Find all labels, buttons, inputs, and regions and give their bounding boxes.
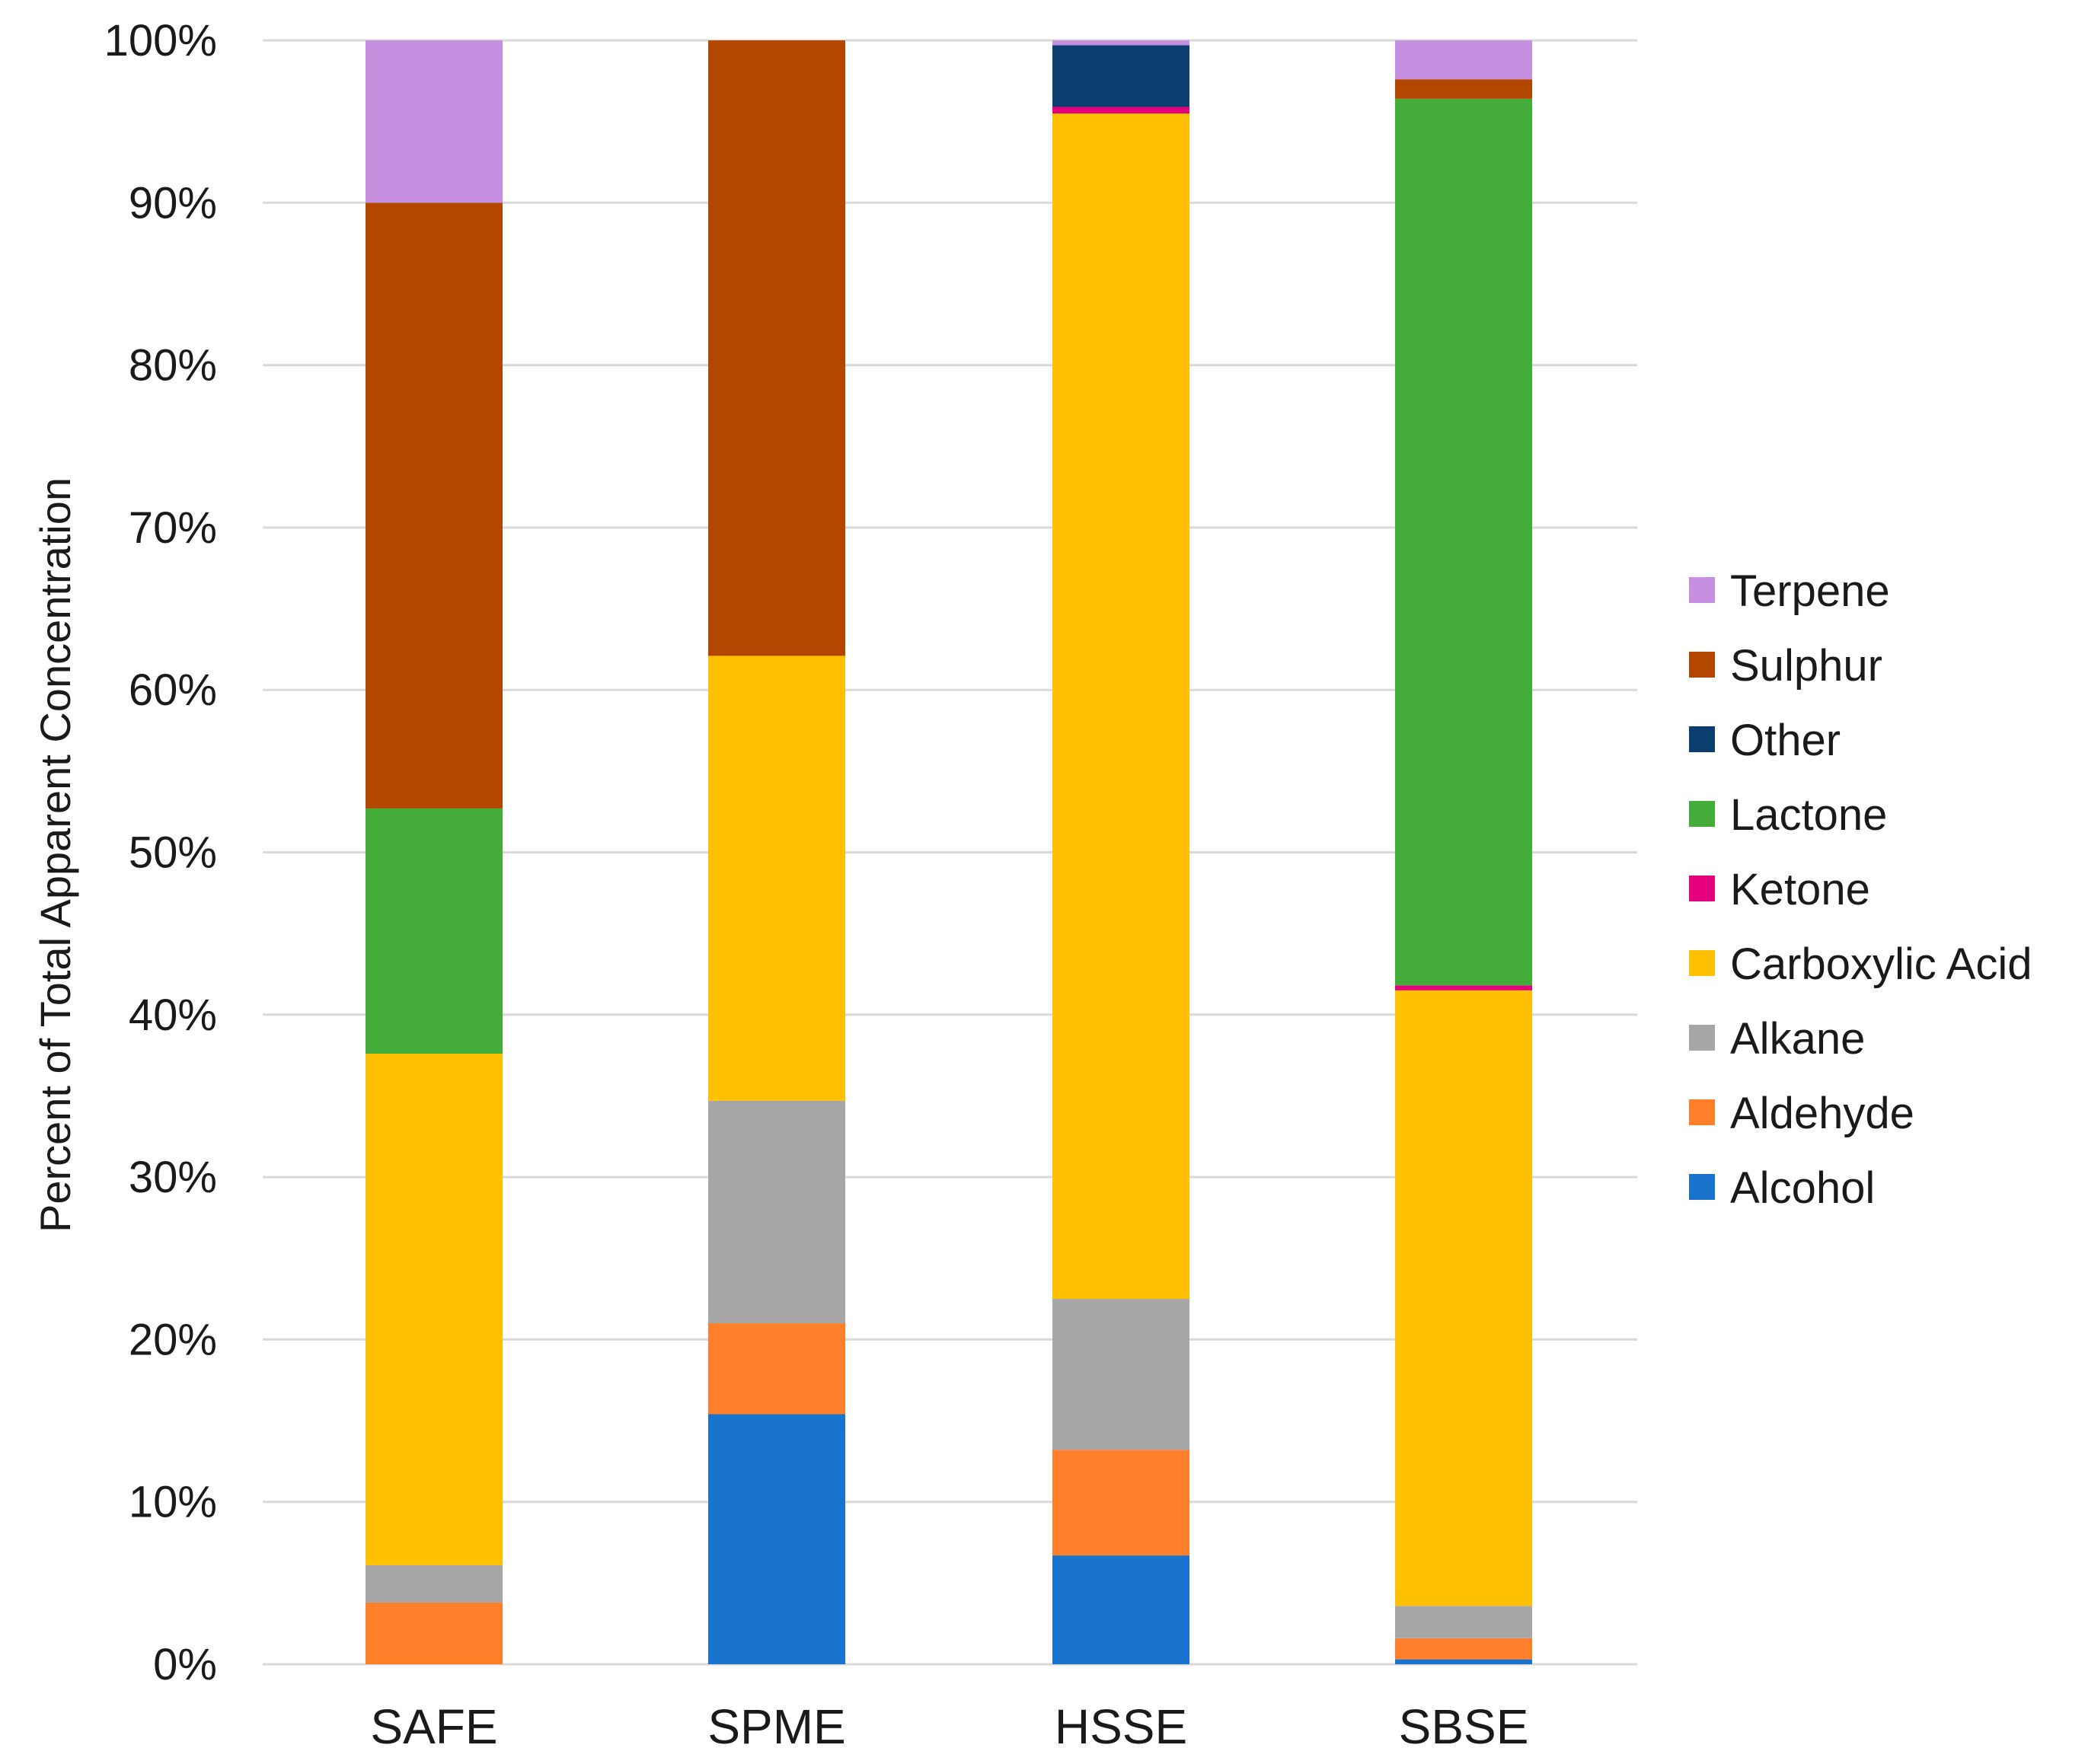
legend-swatch xyxy=(1689,1099,1715,1125)
legend-swatch xyxy=(1689,1174,1715,1200)
y-tick-label: 80% xyxy=(129,341,217,391)
bar-segment-sbse-carboxylic-acid xyxy=(1395,990,1532,1606)
bar-segment-hsse-ketone xyxy=(1052,107,1189,113)
legend-swatch xyxy=(1689,950,1715,976)
legend-label: Carboxylic Acid xyxy=(1730,939,2032,989)
bar-segment-safe-carboxylic-acid xyxy=(366,1053,503,1565)
bar-segment-sbse-aldehyde xyxy=(1395,1638,1532,1660)
bar-segment-spme-sulphur xyxy=(708,40,845,656)
bar-segment-spme-aldehyde xyxy=(708,1323,845,1415)
bar-segment-hsse-alkane xyxy=(1052,1299,1189,1450)
y-tick-label: 50% xyxy=(129,828,217,878)
legend-label: Alcohol xyxy=(1730,1163,1875,1213)
legend-label: Lactone xyxy=(1730,790,1887,840)
y-tick-label: 30% xyxy=(129,1153,217,1202)
bar-stack-sbse xyxy=(1395,40,1532,1664)
legend-swatch xyxy=(1689,876,1715,901)
legend-item-aldehyde: Aldehyde xyxy=(1689,1089,1914,1138)
bar-stack-hsse xyxy=(1052,40,1189,1664)
x-category-label-spme: SPME xyxy=(707,1699,845,1754)
bar-segment-safe-sulphur xyxy=(366,203,503,809)
legend: Terpene Sulphur Other Lactone Ketone Carboxyl… xyxy=(1689,566,2032,1213)
legend-label: Aldehyde xyxy=(1730,1089,1914,1138)
x-category-label-hsse: HSSE xyxy=(1055,1699,1187,1754)
y-tick-label: 100% xyxy=(104,16,217,65)
x-category-label-safe: SAFE xyxy=(370,1699,497,1754)
bar-segment-safe-aldehyde xyxy=(366,1602,503,1664)
bar-segment-sbse-lactone xyxy=(1395,98,1532,986)
y-axis-tick-labels: 0% 10% 20% 30% 40% 50% 60% 70% 80% 90% 100% xyxy=(104,16,217,1689)
legend-label: Terpene xyxy=(1730,566,1890,616)
y-tick-label: 10% xyxy=(129,1478,217,1527)
x-category-label-sbse: SBSE xyxy=(1399,1699,1529,1754)
x-axis-category-labels: SAFE SPME HSSE SBSE xyxy=(370,1699,1528,1754)
legend-swatch xyxy=(1689,577,1715,603)
bar-segment-spme-alkane xyxy=(708,1100,845,1324)
y-tick-label: 60% xyxy=(129,665,217,715)
bar-segment-hsse-alcohol xyxy=(1052,1555,1189,1664)
legend-item-alcohol: Alcohol xyxy=(1689,1163,1875,1213)
legend-item-alkane: Alkane xyxy=(1689,1014,1865,1064)
legend-item-other: Other xyxy=(1689,716,1841,765)
bar-stack-safe xyxy=(366,40,503,1664)
bar-segment-safe-alkane xyxy=(366,1565,503,1603)
bar-segment-hsse-other xyxy=(1052,45,1189,107)
bar-segment-sbse-ketone xyxy=(1395,985,1532,990)
legend-label: Other xyxy=(1730,716,1841,765)
bar-segment-spme-alcohol xyxy=(708,1414,845,1664)
y-tick-label: 20% xyxy=(129,1315,217,1364)
y-tick-label: 90% xyxy=(129,178,217,228)
y-tick-label: 70% xyxy=(129,503,217,553)
bar-segment-sbse-alkane xyxy=(1395,1606,1532,1638)
legend-swatch xyxy=(1689,726,1715,752)
bar-segment-safe-terpene xyxy=(366,40,503,203)
bar-stack-spme xyxy=(708,40,845,1664)
bar-segment-sbse-terpene xyxy=(1395,40,1532,80)
bar-segment-sbse-sulphur xyxy=(1395,79,1532,99)
legend-item-ketone: Ketone xyxy=(1689,865,1870,914)
bar-segment-hsse-terpene xyxy=(1052,40,1189,46)
bar-segment-safe-lactone xyxy=(366,808,503,1054)
legend-label: Alkane xyxy=(1730,1014,1865,1064)
legend-item-lactone: Lactone xyxy=(1689,790,1887,840)
bar-segment-sbse-alcohol xyxy=(1395,1659,1532,1664)
bar-segment-spme-carboxylic-acid xyxy=(708,656,845,1101)
legend-item-sulphur: Sulphur xyxy=(1689,641,1882,691)
legend-item-terpene: Terpene xyxy=(1689,566,1890,616)
y-tick-label: 0% xyxy=(153,1640,217,1689)
legend-swatch xyxy=(1689,1025,1715,1051)
bars xyxy=(366,40,1532,1664)
legend-label: Sulphur xyxy=(1730,641,1882,691)
bar-segment-hsse-aldehyde xyxy=(1052,1450,1189,1556)
bar-segment-hsse-carboxylic-acid xyxy=(1052,113,1189,1300)
y-axis-title: Percent of Total Apparent Concentration xyxy=(31,477,79,1233)
legend-item-carboxylic-acid: Carboxylic Acid xyxy=(1689,939,2032,989)
legend-swatch xyxy=(1689,652,1715,678)
y-tick-label: 40% xyxy=(129,990,217,1040)
legend-swatch xyxy=(1689,801,1715,827)
legend-label: Ketone xyxy=(1730,865,1870,914)
